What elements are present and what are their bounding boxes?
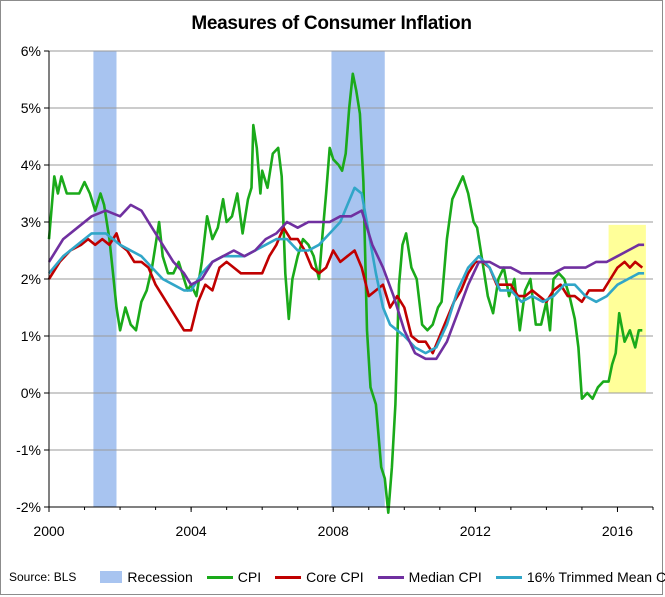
y-tick-label: 1% — [21, 328, 41, 344]
legend-label-trimmed-mean-cpi: 16% Trimmed Mean CPI — [526, 569, 665, 585]
legend-swatch-core-cpi — [275, 575, 302, 579]
y-tick-label: 6% — [21, 43, 41, 59]
y-tick-label: -1% — [16, 442, 41, 458]
x-tick-labels: 2000 2004 2008 2012 2016 — [33, 523, 633, 539]
x-tick-label: 2000 — [33, 523, 64, 539]
legend-label-core-cpi: Core CPI — [306, 569, 364, 585]
highlight-box — [608, 224, 646, 393]
y-tick-label: 3% — [21, 214, 41, 230]
series-line-cpi — [47, 72, 643, 514]
y-tick-label: 2% — [21, 271, 41, 287]
legend-item-trimmed-mean-cpi: 16% Trimmed Mean CPI — [495, 569, 665, 585]
legend-swatch-median-cpi — [377, 575, 404, 579]
legend-swatch-cpi — [206, 575, 233, 579]
y-tick-label: 4% — [21, 157, 41, 173]
legend-label-recession: Recession — [127, 569, 193, 585]
legend-item-cpi: CPI — [206, 569, 262, 585]
y-tick-label: 5% — [21, 100, 41, 116]
x-tick-label: 2004 — [176, 523, 207, 539]
legend-item-recession: Recession — [100, 569, 193, 585]
series-line-16-trimmed-mean-cpi — [47, 186, 645, 355]
x-tick-label: 2008 — [318, 523, 349, 539]
legend-item-median-cpi: Median CPI — [377, 569, 482, 585]
chart-title: Measures of Consumer Inflation — [191, 13, 472, 34]
series-line-median-cpi — [47, 203, 645, 361]
source-note: Source: BLS — [9, 570, 77, 584]
legend-label-median-cpi: Median CPI — [408, 569, 482, 585]
series-layer — [47, 72, 645, 514]
legend: Source: BLS Recession CPI Core CPI Media… — [9, 566, 665, 588]
x-tick-label: 2012 — [460, 523, 491, 539]
y-tick-label: -2% — [16, 499, 41, 515]
axes — [44, 50, 654, 512]
x-tick-label: 2016 — [602, 523, 633, 539]
legend-swatch-recession — [100, 571, 123, 583]
y-tick-label: 0% — [21, 385, 41, 401]
legend-swatch-trimmed-mean-cpi — [495, 575, 522, 579]
legend-label-cpi: CPI — [237, 569, 262, 585]
plot-svg: -2% -1% 0% 1% 2% 3% 4% 5% 6% 2000 2004 2008 2012 201… — [16, 43, 654, 539]
y-tick-labels: -2% -1% 0% 1% 2% 3% 4% 5% 6% — [16, 43, 41, 515]
legend-item-core-cpi: Core CPI — [275, 569, 364, 585]
